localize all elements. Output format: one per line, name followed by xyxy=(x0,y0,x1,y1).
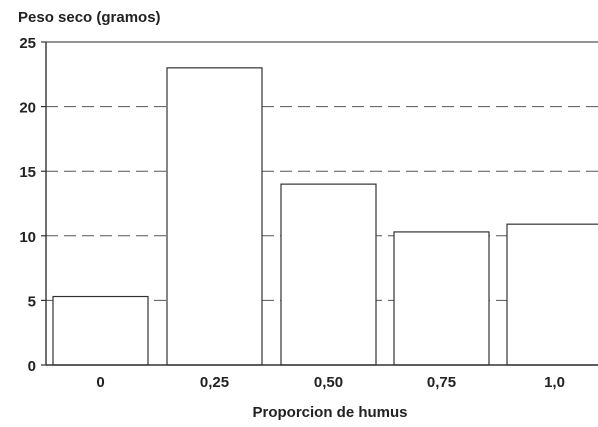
y-tick-label-15: 15 xyxy=(19,164,36,181)
y-tick-label-20: 20 xyxy=(19,100,36,117)
x-tick-labels: 0 0,25 0,50 0,75 1,0 xyxy=(96,374,565,391)
x-tick-label-4: 1,0 xyxy=(544,374,565,391)
bars xyxy=(52,67,598,366)
x-axis-label: Proporcion de humus xyxy=(252,404,407,421)
x-tick-label-0: 0 xyxy=(96,374,104,391)
bar-3 xyxy=(393,231,490,366)
grid-lines xyxy=(46,41,598,301)
bar-1 xyxy=(166,67,263,366)
y-tick-label-5: 5 xyxy=(28,293,36,310)
axes xyxy=(45,42,598,366)
x-tick-label-2: 0,50 xyxy=(314,374,343,391)
x-tick-label-1: 0,25 xyxy=(200,374,229,391)
bar-0 xyxy=(52,295,149,366)
y-axis-label: Peso seco (gramos) xyxy=(18,9,161,26)
x-tick-label-3: 0,75 xyxy=(427,374,456,391)
y-tick-labels: 0 5 10 15 20 25 xyxy=(19,35,46,375)
y-tick-label-10: 10 xyxy=(19,229,36,246)
bar-4 xyxy=(506,223,598,366)
bar-2 xyxy=(280,183,377,366)
y-tick-label-0: 0 xyxy=(28,358,36,375)
y-tick-label-25: 25 xyxy=(19,35,36,52)
